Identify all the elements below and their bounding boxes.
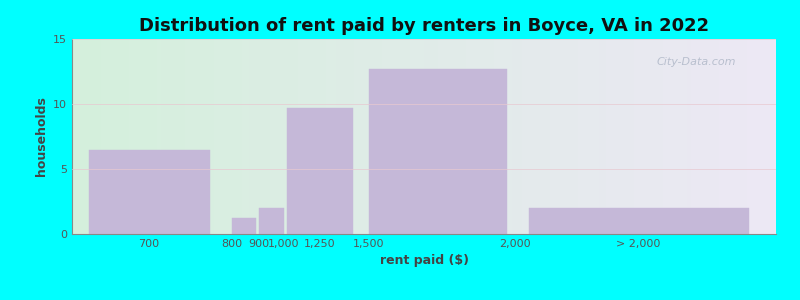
Bar — [259, 208, 284, 234]
Text: City-Data.com: City-Data.com — [656, 57, 736, 68]
Bar — [286, 108, 353, 234]
Bar — [529, 208, 749, 234]
Bar — [89, 149, 210, 234]
Y-axis label: households: households — [34, 97, 47, 176]
X-axis label: rent paid ($): rent paid ($) — [379, 254, 469, 267]
Title: Distribution of rent paid by renters in Boyce, VA in 2022: Distribution of rent paid by renters in … — [139, 17, 709, 35]
Bar — [369, 69, 506, 234]
Bar — [231, 218, 256, 234]
